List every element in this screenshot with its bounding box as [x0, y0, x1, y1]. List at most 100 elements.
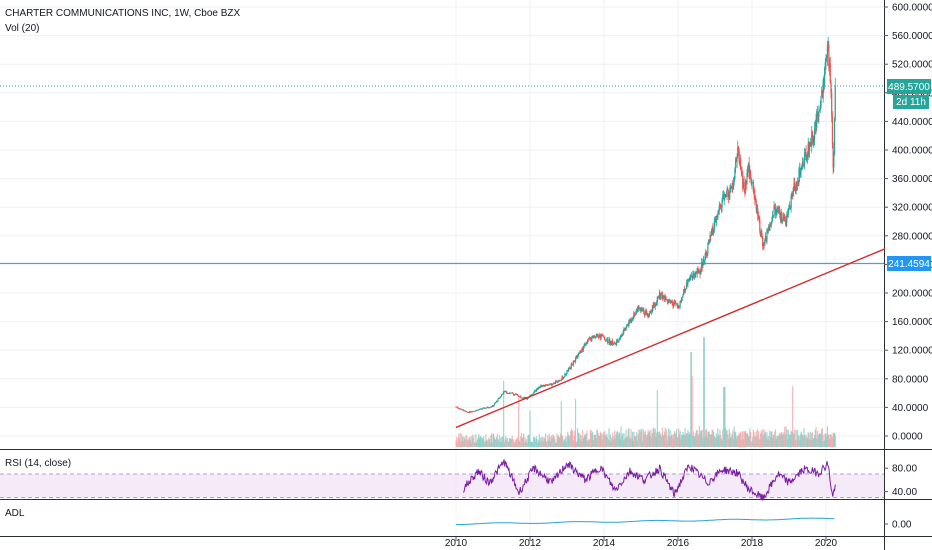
candle-body — [793, 183, 795, 188]
volume-bar — [547, 440, 550, 447]
candle-body — [549, 384, 551, 385]
candle-body — [693, 273, 695, 277]
volume-bar — [741, 432, 743, 447]
candle-body — [770, 222, 772, 227]
candle-body — [538, 386, 540, 388]
candle-body — [794, 183, 796, 190]
volume-bar — [636, 432, 638, 447]
candle-body — [816, 111, 819, 115]
candle-body — [777, 208, 779, 210]
volume-bar — [636, 441, 639, 447]
volume-bar — [532, 442, 534, 447]
candle-body — [566, 370, 568, 374]
candle-body — [604, 339, 607, 342]
volume-bar — [520, 433, 523, 447]
candle-body — [485, 407, 488, 409]
volume-bar — [825, 433, 827, 447]
candle-body — [596, 334, 599, 336]
candle-body — [665, 296, 667, 300]
candle-body — [734, 168, 736, 179]
volume-bar — [719, 429, 721, 447]
candle-body — [488, 407, 491, 409]
volume-bar — [804, 436, 806, 447]
volume-bar — [511, 435, 513, 447]
volume-bar — [526, 442, 528, 447]
candle-body — [735, 159, 737, 162]
x-axis[interactable]: 2010 2012 2014 2016 2018 2020 — [445, 537, 838, 549]
candle-body — [626, 324, 628, 328]
volume-bar — [764, 433, 766, 447]
candle-body — [483, 407, 485, 409]
candle-body — [678, 306, 681, 308]
volume-bar — [575, 442, 577, 447]
volume-bar — [510, 438, 513, 447]
volume-bar — [800, 431, 802, 447]
candle-body — [705, 251, 708, 255]
volume-bar — [659, 432, 661, 447]
candle-body — [668, 300, 671, 302]
candle-body — [471, 411, 473, 413]
volume-bar — [780, 432, 782, 447]
candle-body — [506, 393, 508, 394]
year-tick-label: 2018 — [741, 538, 764, 549]
volume-bar — [586, 430, 588, 447]
candle-body — [637, 306, 639, 312]
candle-body — [615, 343, 617, 345]
overlay-lines[interactable] — [0, 85, 886, 429]
volume-bar — [462, 440, 464, 447]
volume-bar — [633, 431, 635, 447]
volume-bar — [698, 434, 700, 447]
candle-body — [703, 260, 705, 262]
candle-body — [720, 206, 723, 208]
volume-bar — [488, 437, 490, 447]
candle-body — [785, 221, 787, 223]
candle-body — [676, 303, 678, 308]
volume-bar — [616, 430, 619, 447]
volume-bar — [619, 432, 621, 447]
candle-body — [575, 356, 577, 358]
price-tick-label: 360.0000 — [892, 174, 932, 185]
volume-bar — [725, 428, 727, 447]
volume-bar — [826, 436, 828, 447]
candle-body — [624, 328, 626, 330]
candle-body — [478, 409, 480, 411]
candle-body — [827, 44, 829, 47]
candle-body — [613, 342, 615, 345]
candle-body — [601, 335, 604, 337]
candle-body — [780, 213, 782, 221]
volume-bar — [464, 440, 466, 447]
candle-body — [607, 342, 609, 344]
volume-bar — [708, 431, 710, 447]
volume-bar — [574, 398, 577, 447]
year-tick-label: 2012 — [519, 538, 542, 549]
year-tick-label: 2020 — [815, 538, 838, 549]
candle-body — [661, 294, 663, 299]
volume-bar — [723, 387, 725, 447]
candle-body — [579, 351, 582, 353]
volume-bar — [653, 432, 656, 447]
candlesticks[interactable] — [455, 36, 836, 414]
volume-bar — [592, 440, 594, 447]
candle-body — [649, 310, 651, 314]
candle-body — [716, 215, 718, 218]
volume-bar — [799, 434, 801, 447]
volume-bar — [475, 433, 477, 447]
volume-bar — [574, 430, 576, 447]
candle-body — [685, 282, 688, 289]
volume-bar — [818, 434, 820, 447]
volume-bar — [817, 435, 819, 447]
trendline[interactable] — [455, 248, 886, 429]
candle-body — [595, 336, 597, 337]
candle-body — [796, 182, 799, 186]
candle-body — [736, 156, 738, 162]
countdown-label: 2d 11h — [896, 97, 926, 108]
candle-body — [500, 396, 502, 398]
candle-body — [470, 411, 472, 413]
candle-body — [750, 178, 752, 185]
volume-bar — [501, 436, 503, 447]
candle-body — [577, 353, 579, 356]
volume-bar — [774, 429, 777, 447]
volume-bar — [685, 435, 687, 447]
candle-body — [737, 146, 740, 152]
volume-bar — [550, 435, 552, 447]
